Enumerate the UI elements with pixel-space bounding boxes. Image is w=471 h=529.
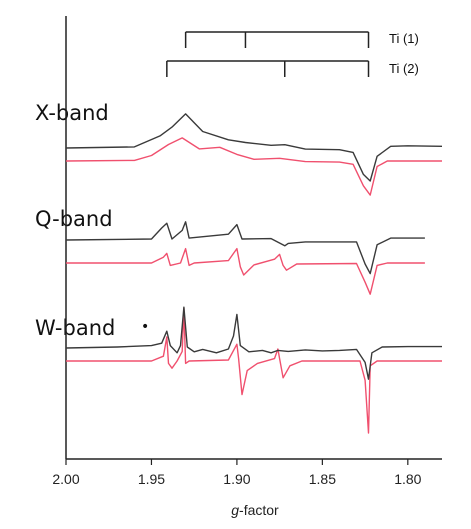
stick-diagram-layer (166, 31, 370, 77)
x-tick-label: 2.00 (52, 471, 79, 487)
experimental-spectrum-line (65, 113, 443, 182)
simulated-spectrum-line (65, 137, 442, 196)
experimental-spectrum-line (65, 221, 425, 275)
w-band-label: W-band (35, 316, 115, 340)
simulated-spectrum-line (66, 247, 425, 295)
x-band-label: X-band (35, 101, 109, 125)
x-tick-label: 1.80 (394, 471, 421, 487)
w-band-marker: • (141, 319, 149, 335)
q-band-label: Q-band (35, 207, 113, 231)
simulated-spectrum-line (66, 307, 442, 434)
x-tick-label: 1.85 (309, 471, 336, 487)
experimental-spectrum-line (65, 306, 442, 380)
x-axis-title: g-factor (231, 502, 279, 518)
ti1-label: Ti (1) (389, 31, 419, 46)
x-tick-label: 1.95 (138, 471, 165, 487)
x-tick-label: 1.90 (223, 471, 250, 487)
spectra-layer (65, 113, 443, 434)
x-axis-ticks: 2.00 1.95 1.90 1.85 1.80 (52, 459, 422, 487)
ti2-label: Ti (2) (389, 61, 419, 76)
